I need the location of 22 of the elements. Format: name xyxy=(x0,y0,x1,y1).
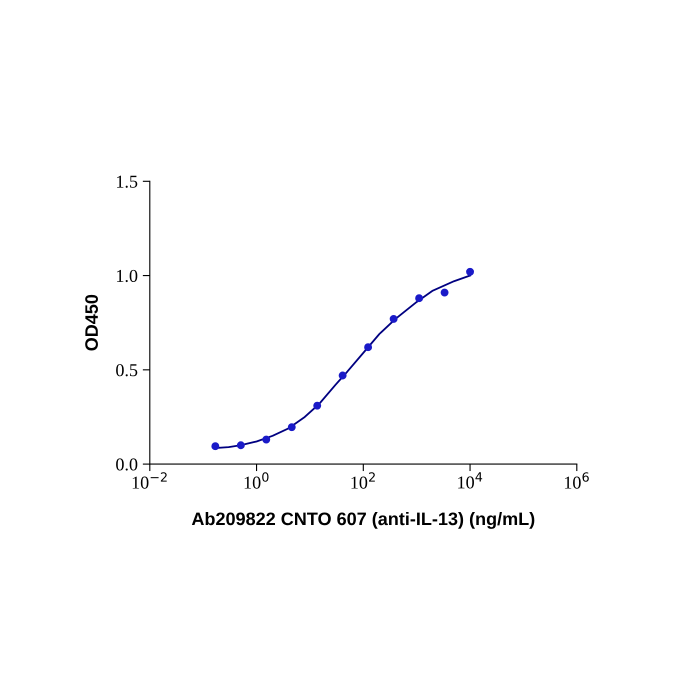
point xyxy=(313,402,322,410)
point xyxy=(262,436,270,444)
x-tick-label: 10$^{6}$ xyxy=(564,472,589,489)
x-axis-title: Ab209822 CNTO 607 (anti-IL-13) (ng/mL) xyxy=(192,512,534,529)
y-tick-label: 1.5 xyxy=(117,176,138,188)
x-tick-label: 10$^{0}$ xyxy=(244,472,269,489)
point xyxy=(364,343,372,352)
point xyxy=(390,314,398,323)
y-axis-title: OD450 xyxy=(85,294,98,351)
point xyxy=(466,268,474,276)
point xyxy=(288,423,296,432)
point xyxy=(236,441,245,450)
point xyxy=(440,288,449,296)
point xyxy=(338,372,347,380)
y-tick-label: 1.0 xyxy=(117,270,138,282)
point xyxy=(211,442,220,450)
x-tick-label: 10$^{−2}$ xyxy=(132,472,167,489)
x-tick-label: 10$^{2}$ xyxy=(351,472,375,489)
y-tick-label: 0.0 xyxy=(116,458,138,471)
point xyxy=(415,294,424,302)
x-tick-label: 10$^{4}$ xyxy=(458,472,482,489)
y-tick-label: 0.5 xyxy=(116,364,138,376)
